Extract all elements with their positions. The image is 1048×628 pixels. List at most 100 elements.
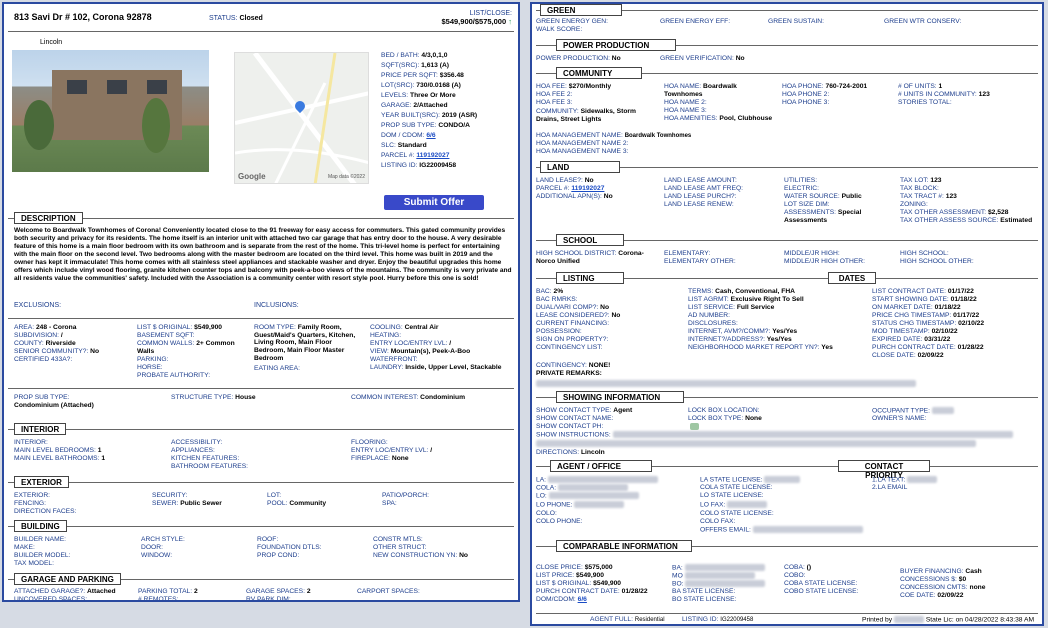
field-row: Tax Other Assess Source: Estimated xyxy=(900,217,1032,225)
list-price-value: $549,900 xyxy=(576,572,604,579)
field-value: / xyxy=(449,340,452,347)
field-row: Land Lease?: No xyxy=(536,177,594,185)
senior-value: No xyxy=(90,348,100,355)
submit-offer-button[interactable]: Submit Offer xyxy=(384,195,484,210)
phone-icon[interactable] xyxy=(690,423,699,430)
field-label: Concession Cmts: xyxy=(900,584,968,591)
field-label: HOA Fee 2: xyxy=(536,91,573,98)
field-row: HOA Management Name 3: xyxy=(536,148,628,156)
close-date: 02/09/22 xyxy=(917,352,944,359)
field-label: Terms: xyxy=(688,288,714,295)
field-row: CoLA State License: xyxy=(700,484,773,492)
field-row: Kitchen Features: xyxy=(171,455,239,463)
field-label: Lot Size Dim: xyxy=(784,201,830,208)
field-row: Senior Community?: No xyxy=(14,348,99,356)
listing-left-panel: 813 Savi Dr # 102, Corona 92878 STATUS: … xyxy=(2,2,520,602)
dom-link[interactable]: 6/6 xyxy=(426,132,436,139)
fact-label: LOT(src): xyxy=(381,82,415,89)
field-row: New Construction YN: No xyxy=(373,552,468,560)
field-row: Eating Area: xyxy=(254,365,300,373)
field-row: Zoning: xyxy=(900,201,928,209)
field-label: Parcel #: xyxy=(536,185,570,192)
field-label: Middle/Jr High: xyxy=(784,250,840,257)
field-label: High School Other: xyxy=(900,258,974,265)
field-row: Sign on Property?: xyxy=(536,336,608,344)
land-lease-value: No xyxy=(584,177,594,184)
field-row: DOM/CDOM: 6/6 xyxy=(536,596,587,604)
field-label: CoLO Phone: xyxy=(536,518,583,525)
field-row: DOM / CDOM: 6/6 xyxy=(381,132,516,142)
field-label: Show Contact Name: xyxy=(536,415,614,422)
field-label: Area: xyxy=(14,324,35,331)
field-label: Patio/Porch: xyxy=(382,492,429,499)
field-label: Stories Total: xyxy=(898,99,952,106)
field-row: HOA Name 3: xyxy=(664,107,707,115)
field-label: List Contract Date: xyxy=(872,288,946,295)
field-row: Security: xyxy=(152,492,187,500)
field-row: Show Contact Type: Agent xyxy=(536,407,632,415)
divider xyxy=(536,546,1038,547)
field-row: LO Phone: xyxy=(536,501,625,509)
comparable-information-header: COMPARABLE INFORMATION xyxy=(556,540,692,552)
field-label: Disclosures: xyxy=(688,320,738,327)
field-row: Make: xyxy=(14,544,35,552)
divider xyxy=(8,579,514,580)
field-row: 2.LA EMAIL xyxy=(872,484,907,492)
field-label: Zoning: xyxy=(900,201,928,208)
field-label: LO State License: xyxy=(700,492,764,499)
field-label: Garage Spaces: xyxy=(246,588,305,595)
parking-total-value: 2 xyxy=(194,588,198,595)
field-label: HOA Fee 3: xyxy=(536,99,573,106)
field-row: Accessibility: xyxy=(171,439,222,447)
field-row: BA State License: xyxy=(672,588,735,596)
divider xyxy=(8,526,514,527)
key-facts: BED / BATH: 4/3,0,1,0 SQFT(src): 1,613 (… xyxy=(381,52,516,172)
field-row: GARAGE: 2/Attached xyxy=(381,102,516,112)
lease-considered-value: No xyxy=(611,312,621,319)
field-row: BAC Rmrks: xyxy=(536,296,578,304)
field-row: Constr Mtls: xyxy=(373,536,423,544)
land-parcel-link[interactable]: 119192027 xyxy=(571,185,605,192)
fact-label: SLC: xyxy=(381,142,396,149)
redacted-text xyxy=(752,526,863,533)
fireplace-value: None xyxy=(391,455,409,462)
property-photo[interactable] xyxy=(12,50,209,172)
field-label: Certified 433a?: xyxy=(14,356,73,363)
field-row: Offers Email: xyxy=(700,526,863,534)
field-label: Tax Model: xyxy=(14,560,55,567)
price-change-date: 01/17/22 xyxy=(953,312,980,319)
assessments-value: Special Assessments xyxy=(784,209,862,224)
field-row: Structure Type: House xyxy=(171,394,256,402)
fact-value: CONDO/A xyxy=(438,122,470,129)
field-row: Room Type: Family Room, Guest/Maid's Qua… xyxy=(254,324,364,363)
field-label: Lot: xyxy=(267,492,282,499)
field-row: Show Instructions: xyxy=(536,431,1013,439)
field-label: Price Chg Timestamp: xyxy=(872,312,952,319)
field-label: Lock Box Type: xyxy=(688,415,744,422)
power-production-header: POWER PRODUCTION xyxy=(556,39,676,51)
location-map[interactable]: Google Map data ©2022 xyxy=(234,52,369,184)
field-label: List $ Original: xyxy=(536,580,592,587)
field-row: Door: xyxy=(141,544,163,552)
field-row: HOA Name: Boardwalk Townhomes xyxy=(664,83,774,98)
divider xyxy=(8,318,514,319)
field-label: Contingency List: xyxy=(536,344,603,351)
description-text: Welcome to Boardwalk Townhomes of Corona… xyxy=(14,227,512,283)
field-label: Internet, AVM?/Comm?: xyxy=(688,328,771,335)
fact-label: GARAGE: xyxy=(381,102,412,109)
field-label: Middle/Jr High Other: xyxy=(784,258,865,265)
field-row: Additional APN(s): No xyxy=(536,193,613,201)
fact-label: BED / BATH: xyxy=(381,52,420,59)
field-label: Green Verification: xyxy=(660,55,734,62)
field-row: Tax Model: xyxy=(14,560,54,568)
list-close-label: LIST/CLOSE: xyxy=(469,10,512,17)
field-row: SLC: Standard xyxy=(381,142,516,152)
parcel-link[interactable]: 119192027 xyxy=(416,152,450,159)
hoa-fee-value: $270/Monthly xyxy=(568,83,612,90)
internet-avm-value: Yes/Yes xyxy=(772,328,798,335)
divider xyxy=(536,73,1038,74)
comp-dom-link[interactable]: 6/6 xyxy=(577,596,587,603)
field-row: Green Sustain: xyxy=(768,18,824,26)
directions-value: Lincoln xyxy=(580,449,605,456)
green-header: GREEN xyxy=(540,4,622,16)
